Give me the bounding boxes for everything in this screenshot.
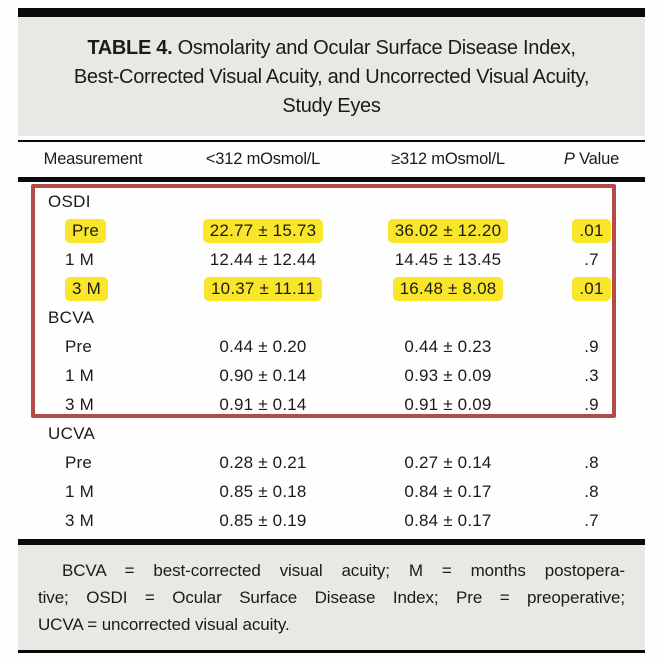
p-value-cell: .7 <box>584 510 599 530</box>
value-high-cell: 0.27 ± 0.14 <box>404 452 492 472</box>
row-label-cell: 1 M <box>65 249 94 269</box>
value-high-cell: 0.84 ± 0.17 <box>404 510 492 530</box>
footnote-line: tive; OSDI = Ocular Surface Disease Inde… <box>38 588 625 607</box>
p-value-cell: .8 <box>584 481 599 501</box>
value-low-cell: 0.91 ± 0.14 <box>219 394 307 414</box>
section-label: UCVA <box>48 423 96 443</box>
value-low-cell: 22.77 ± 15.73 <box>168 218 358 243</box>
value-low-cell: 12.44 ± 12.44 <box>209 249 317 269</box>
top-rule <box>18 8 645 17</box>
table-figure: TABLE 4. Osmolarity and Ocular Surface D… <box>18 8 645 653</box>
row-label-cell: 1 M <box>65 481 94 501</box>
p-value-cell: .8 <box>584 452 599 472</box>
title-line-3: Study Eyes <box>282 95 381 117</box>
value-high-cell: 36.02 ± 12.20 <box>358 218 538 243</box>
row-label-cell: 3 M <box>65 394 94 414</box>
section-row-bcva: BCVA <box>18 303 645 332</box>
row-label-cell: 3 M <box>18 276 168 301</box>
osmolarity-low-header: <312 mOsmol/L <box>205 150 321 168</box>
row-label-cell: 3 M <box>65 510 94 530</box>
value-high-cell: 16.48 ± 8.08 <box>358 276 538 301</box>
section-label: BCVA <box>48 307 95 327</box>
section-row-ucva: UCVA <box>18 419 645 448</box>
value-high-cell: 0.91 ± 0.09 <box>404 394 492 414</box>
highlight: 16.48 ± 8.08 <box>392 276 504 301</box>
highlight: 36.02 ± 12.20 <box>387 218 509 243</box>
value-high-cell: 0.93 ± 0.09 <box>404 365 492 385</box>
value-high-cell: 0.84 ± 0.17 <box>404 481 492 501</box>
section-label: OSDI <box>48 191 91 211</box>
body-bottom-rule <box>18 539 645 545</box>
table-body: OSDI Pre 22.77 ± 15.73 36.02 ± 12.20 .01… <box>18 182 645 539</box>
p-value-cell: .01 <box>538 276 645 301</box>
value-low-cell: 0.85 ± 0.19 <box>219 510 307 530</box>
table-row: 3 M 0.91 ± 0.14 0.91 ± 0.09 .9 <box>18 390 645 419</box>
title-line-1: Osmolarity and Ocular Surface Disease In… <box>177 37 576 59</box>
footnote-line: BCVA = best-corrected visual acuity; M =… <box>62 561 625 580</box>
p-value-cell: .9 <box>584 336 599 356</box>
p-italic: P <box>563 150 575 168</box>
highlight: 22.77 ± 15.73 <box>202 218 324 243</box>
row-label-cell: Pre <box>65 336 93 356</box>
table-row: 3 M 10.37 ± 11.11 16.48 ± 8.08 .01 <box>18 274 645 303</box>
table-row: 3 M 0.85 ± 0.19 0.84 ± 0.17 .7 <box>18 506 645 535</box>
footnote-line: UCVA = uncorrected visual acuity. <box>38 615 290 634</box>
table-row: Pre 22.77 ± 15.73 36.02 ± 12.20 .01 <box>18 216 645 245</box>
value-low-cell: 0.90 ± 0.14 <box>219 365 307 385</box>
p-value-cell: .9 <box>584 394 599 414</box>
header-top-rule <box>18 140 645 142</box>
value-high-cell: 0.44 ± 0.23 <box>404 336 492 356</box>
p-value-cell: .3 <box>584 365 599 385</box>
p-rest: Value <box>574 150 620 168</box>
row-label-cell: Pre <box>65 452 93 472</box>
highlight: .01 <box>572 276 611 301</box>
row-label-cell: Pre <box>18 218 168 243</box>
highlight: .01 <box>572 218 611 243</box>
table-number: TABLE 4. <box>87 37 173 59</box>
section-row-osdi: OSDI <box>18 187 645 216</box>
value-low-cell: 0.28 ± 0.21 <box>219 452 307 472</box>
measurement-header: Measurement <box>43 150 143 168</box>
p-value-cell: .01 <box>538 218 645 243</box>
title-line-2: Best-Corrected Visual Acuity, and Uncorr… <box>73 66 590 88</box>
p-value-cell: .7 <box>584 249 599 269</box>
highlight: 3 M <box>65 276 108 301</box>
value-low-cell: 10.37 ± 11.11 <box>168 276 358 301</box>
table-title-block: TABLE 4. Osmolarity and Ocular Surface D… <box>18 17 645 136</box>
value-low-cell: 0.44 ± 0.20 <box>219 336 307 356</box>
table-row: 1 M 0.85 ± 0.18 0.84 ± 0.17 .8 <box>18 477 645 506</box>
highlight: Pre <box>65 218 107 243</box>
table-row: 1 M 0.90 ± 0.14 0.93 ± 0.09 .3 <box>18 361 645 390</box>
table-row: 1 M 12.44 ± 12.44 14.45 ± 13.45 .7 <box>18 245 645 274</box>
row-label-cell: 1 M <box>65 365 94 385</box>
bottom-rule <box>18 650 645 653</box>
value-low-cell: 0.85 ± 0.18 <box>219 481 307 501</box>
value-high-cell: 14.45 ± 13.45 <box>394 249 502 269</box>
table-row: Pre 0.44 ± 0.20 0.44 ± 0.23 .9 <box>18 332 645 361</box>
header-row: Measurement <312 mOsmol/L ≥312 mOsmol/L … <box>18 142 645 177</box>
table-row: Pre 0.28 ± 0.21 0.27 ± 0.14 .8 <box>18 448 645 477</box>
p-value-header: P Value <box>538 150 645 169</box>
table-footnote: BCVA = best-corrected visual acuity; M =… <box>18 545 645 650</box>
highlight: 10.37 ± 11.11 <box>204 276 322 301</box>
osmolarity-high-header: ≥312 mOsmol/L <box>391 150 505 168</box>
header-bottom-rule <box>18 177 645 182</box>
